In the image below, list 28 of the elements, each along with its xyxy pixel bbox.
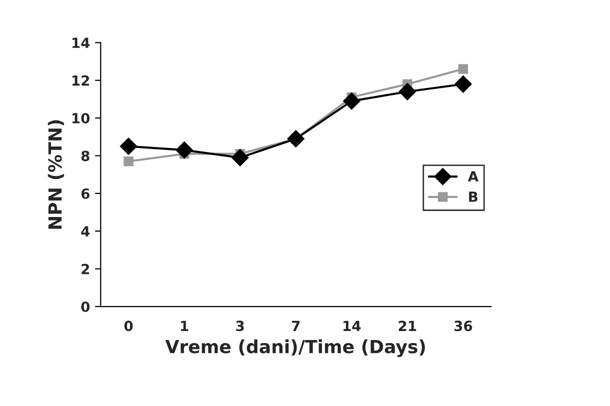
point [287,130,304,148]
x-tick-label: 7 [292,320,300,331]
x-tick-label: 3 [236,320,244,332]
x-tick-label: 1 [181,320,188,331]
point [124,156,134,166]
point [176,142,193,159]
y-tick-label: 2 [82,264,90,274]
y-tick-label: 10 [72,113,90,124]
y-axis-title: NPN (%TN) [48,120,64,229]
x-tick-label: 14 [344,320,361,331]
point [232,149,249,166]
x-tick-label: 36 [454,320,472,332]
point [398,83,416,100]
y-tick-label: 4 [81,226,90,236]
legend-label: B [469,192,478,202]
x-tick-label: 21 [398,320,416,331]
point [458,64,468,74]
y-tick-label: 14 [72,38,90,48]
legend-label: A [468,171,478,182]
y-tick-label: 0 [81,302,90,312]
y-tick-label: 12 [72,75,90,86]
point [343,92,360,110]
x-tick-label: 0 [124,320,133,332]
point [454,76,472,93]
point [120,138,138,155]
x-axis-title: Vreme (dani)/Time (Days) [165,339,425,358]
y-tick-label: 6 [81,188,90,199]
y-tick-label: 8 [81,150,90,162]
